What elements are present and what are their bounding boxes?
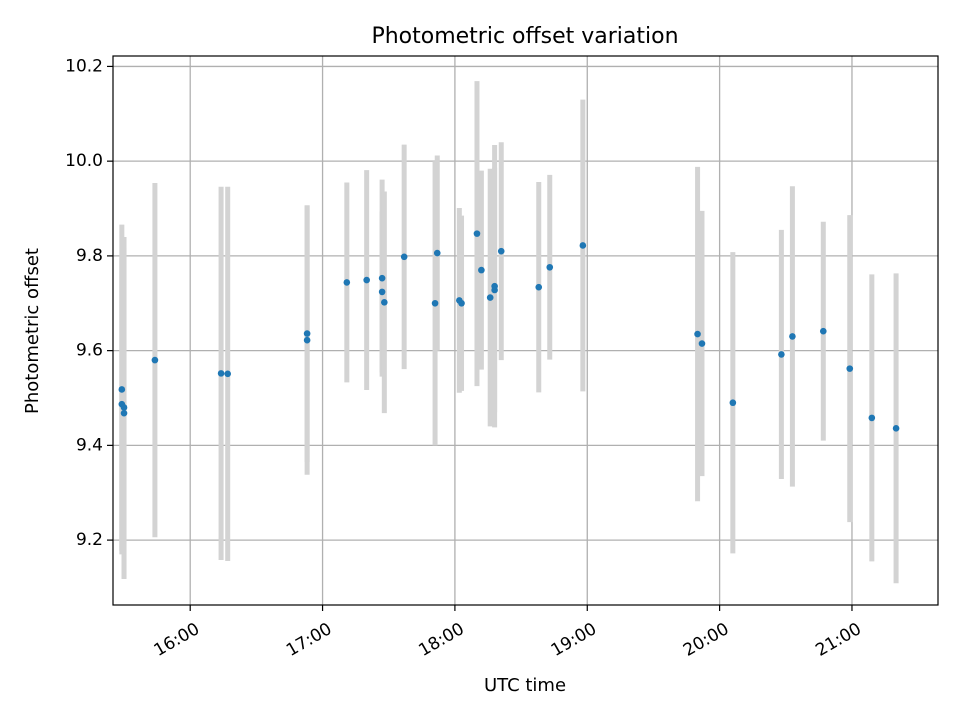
data-point <box>729 399 737 407</box>
data-point <box>217 370 225 377</box>
x-axis-label: UTC time <box>484 675 566 696</box>
data-point <box>478 266 485 274</box>
data-points <box>118 230 900 432</box>
data-point <box>458 299 465 307</box>
y-tick-label: 9.6 <box>76 341 103 361</box>
plot-frame <box>112 55 939 606</box>
y-tick-label: 9.8 <box>76 246 103 266</box>
data-point <box>892 425 900 432</box>
data-point <box>868 414 876 422</box>
data-point <box>698 340 706 347</box>
data-point <box>433 249 441 257</box>
data-point <box>497 247 505 255</box>
y-axis-label: Photometric offset <box>22 248 43 414</box>
data-point <box>378 274 386 282</box>
data-point <box>120 404 128 411</box>
data-point <box>343 279 351 286</box>
data-point <box>381 299 388 306</box>
data-point <box>151 356 159 364</box>
data-point <box>120 409 128 417</box>
y-tick-label: 9.4 <box>76 435 103 455</box>
data-point <box>224 370 232 378</box>
data-point <box>378 288 386 296</box>
y-tick-label: 10.0 <box>65 151 103 171</box>
data-point <box>491 282 498 290</box>
data-point <box>486 294 494 301</box>
data-point <box>579 242 587 249</box>
data-point <box>118 386 126 393</box>
y-tick-label: 9.2 <box>76 530 103 550</box>
grid <box>113 56 938 605</box>
data-point <box>846 365 854 372</box>
data-point <box>473 230 481 237</box>
data-point <box>400 253 408 261</box>
data-point <box>819 327 827 335</box>
data-point <box>546 263 554 271</box>
data-point <box>778 351 785 358</box>
data-point <box>694 330 701 338</box>
data-point <box>303 336 311 344</box>
data-point <box>363 276 370 284</box>
data-point <box>431 299 439 307</box>
data-point <box>303 330 311 337</box>
chart-title: Photometric offset variation <box>371 24 678 49</box>
y-tick-label: 10.2 <box>65 56 103 76</box>
data-point <box>789 333 796 340</box>
data-point <box>535 283 543 291</box>
